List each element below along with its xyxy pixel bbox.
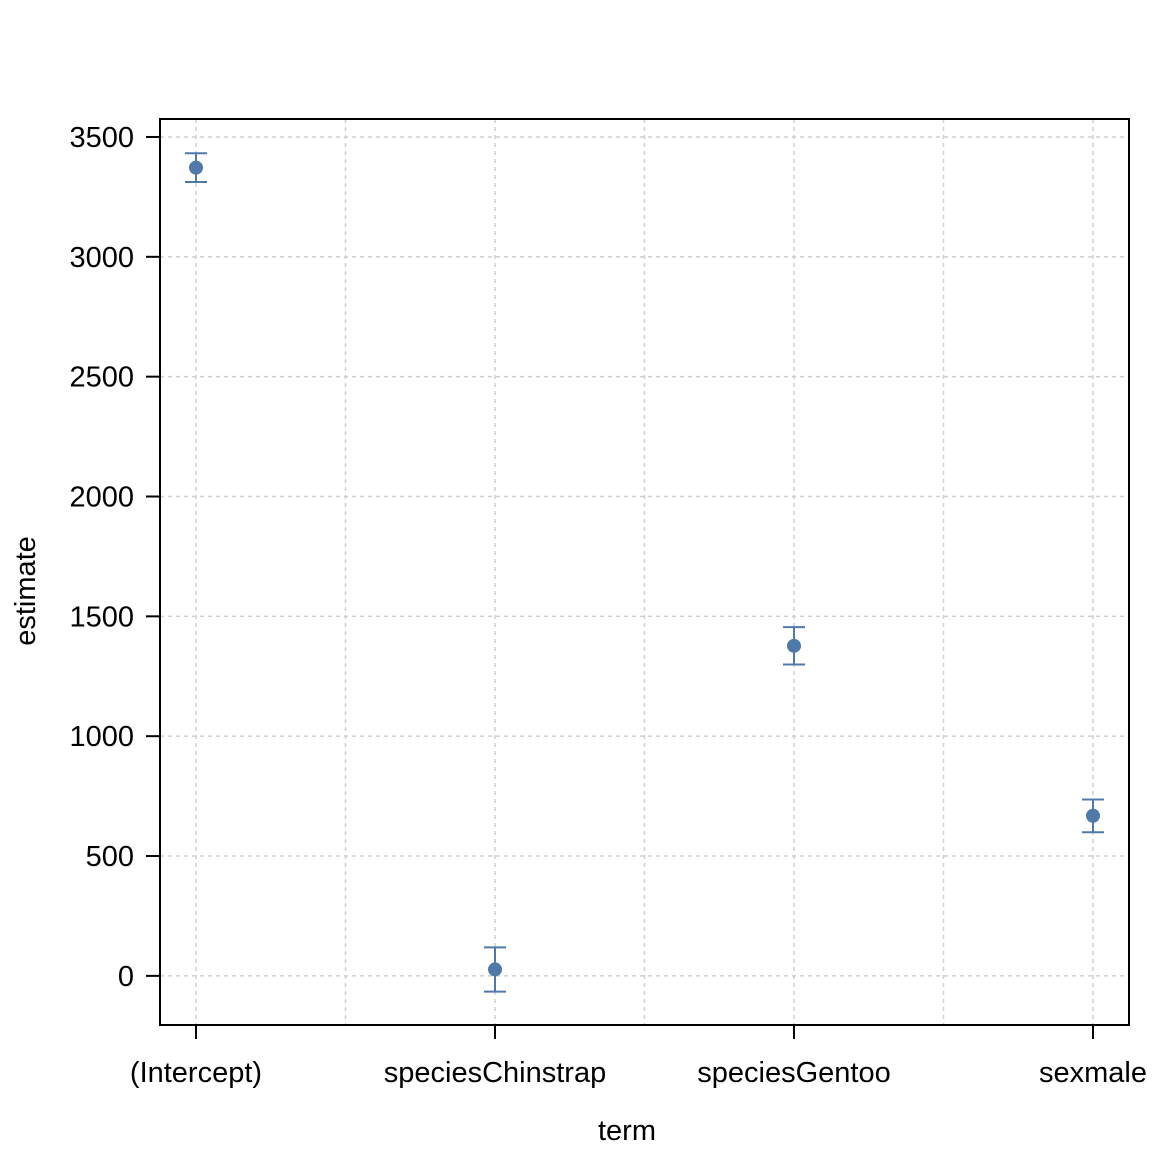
y-tick-label: 2000 [69,482,134,514]
x-tick-label: sexmale [1039,1057,1147,1089]
x-tick-label: speciesChinstrap [384,1057,606,1089]
y-tick-label: 500 [86,841,134,873]
y-tick-label: 2500 [69,362,134,394]
y-tick-label: 1500 [69,601,134,633]
x-axis-ticks: (Intercept) speciesChinstrap speciesGentoo… [130,1025,1147,1089]
plot-frame [159,118,1130,1026]
grid-lines [160,119,1129,1025]
estimate-points [189,160,1100,977]
x-tick-label: speciesGentoo [697,1057,890,1089]
estimate-point [787,638,801,653]
y-axis-title: estimate [10,536,42,646]
estimate-point [1086,808,1100,823]
x-tick-label: (Intercept) [130,1057,262,1089]
y-tick-label: 0 [118,961,134,993]
y-axis-ticks: 0 500 1000 1500 2000 2500 3000 3500 [69,122,160,993]
y-tick-label: 3000 [69,242,134,274]
estimate-point [488,962,502,977]
y-tick-label: 3500 [69,122,134,154]
estimate-point [189,160,203,175]
y-tick-label: 1000 [69,721,134,753]
x-axis-title: term [598,1115,656,1147]
